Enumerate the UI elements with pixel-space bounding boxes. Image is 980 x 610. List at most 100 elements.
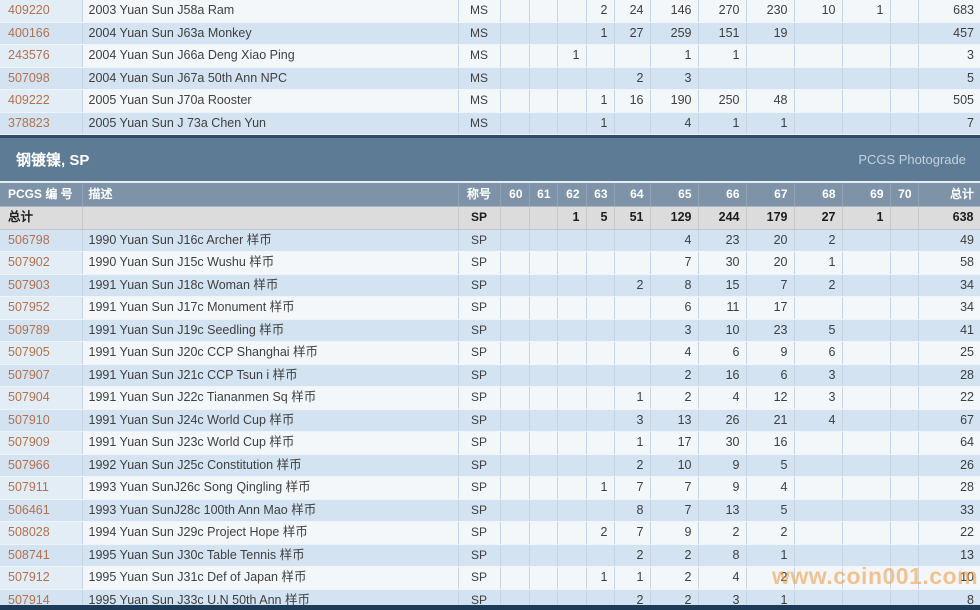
pcgs-number-link[interactable]: 508028 [8, 525, 50, 539]
designation: SP [458, 566, 501, 590]
total-count: 505 [918, 89, 980, 113]
pcgs-number-link[interactable]: 507904 [8, 390, 50, 404]
designation: MS [458, 44, 501, 68]
grade-count-64 [614, 229, 651, 252]
pcgs-number-link[interactable]: 507909 [8, 435, 50, 449]
grade-count-66: 250 [698, 89, 747, 113]
totals-label: 总计 [0, 206, 83, 230]
grade-count-62 [557, 566, 587, 590]
grade-count-61 [529, 251, 558, 275]
grade-count-68 [794, 499, 843, 522]
grade-count-61 [529, 229, 558, 252]
table-row: 509789 1991 Yuan Sun J19c Seedling 样币 SP 3 1… [0, 319, 980, 342]
grade-count-62 [557, 364, 587, 387]
photograde-link[interactable]: PCGS Photograde [858, 152, 966, 167]
section-title: 钢镀镍, SP [16, 152, 90, 169]
coin-description: 1991 Yuan Sun J24c World Cup 样币 [82, 409, 459, 432]
pcgs-number-link[interactable]: 509789 [8, 322, 50, 337]
grade-count-63: 2 [586, 0, 615, 23]
grade-count-60 [500, 296, 530, 320]
total-count: 457 [918, 22, 980, 45]
grade-count-63 [586, 341, 615, 365]
grade-count-66: 26 [698, 409, 747, 432]
grade-count-63: 1 [586, 112, 615, 135]
grade-count-60 [500, 386, 530, 410]
pcgs-number-cell: 507904 [0, 386, 83, 410]
grade-count-70 [890, 341, 919, 365]
grade-count-68: 2 [794, 274, 843, 297]
pcgs-number-link[interactable]: 243576 [8, 48, 50, 62]
grade-count-60 [500, 67, 530, 90]
pcgs-number-link[interactable]: 507912 [8, 570, 50, 584]
grade-count-68 [794, 296, 843, 320]
grade-count-69 [842, 499, 891, 522]
designation: MS [458, 22, 501, 45]
grade-count-64: 2 [614, 544, 651, 567]
pcgs-number-link[interactable]: 507952 [8, 300, 50, 314]
pcgs-number-link[interactable]: 507903 [8, 277, 50, 292]
pcgs-number-link[interactable]: 507966 [8, 457, 50, 472]
grade-count-68 [794, 431, 843, 455]
grade-count-62 [557, 341, 587, 365]
grade-count-66: 9 [698, 454, 747, 477]
grade-count-64: 2 [614, 274, 651, 297]
table-row: 507904 1991 Yuan Sun J22c Tiananmen Sq 样币… [0, 386, 980, 410]
grade-count-62 [557, 0, 587, 23]
coin-description: 1990 Yuan Sun J16c Archer 样币 [82, 229, 459, 252]
grade-count-69 [842, 521, 891, 545]
total-count: 58 [918, 251, 980, 275]
grade-count-69 [842, 319, 891, 342]
grade-count-69 [842, 251, 891, 275]
grade-count-66: 4 [698, 386, 747, 410]
pcgs-number-link[interactable]: 507902 [8, 255, 50, 269]
pcgs-number-link[interactable]: 409220 [8, 3, 50, 17]
grade-count-69: 1 [842, 0, 891, 23]
grade-count-66: 4 [698, 566, 747, 590]
grade-count-61 [529, 22, 558, 45]
designation: SP [458, 319, 501, 342]
grade-count-66: 1 [698, 112, 747, 135]
pcgs-number-link[interactable]: 507907 [8, 367, 50, 382]
grade-count-63 [586, 319, 615, 342]
pcgs-number-link[interactable]: 400166 [8, 25, 50, 40]
grade-count-69 [842, 296, 891, 320]
pcgs-number-link[interactable]: 507905 [8, 345, 50, 359]
grade-count-60 [500, 521, 530, 545]
coin-description: 2005 Yuan Sun J 73a Chen Yun [82, 112, 459, 135]
pcgs-number-cell: 507909 [0, 431, 83, 455]
grade-count-60 [500, 44, 530, 68]
grade-count-66: 30 [698, 431, 747, 455]
pcgs-number-cell: 409222 [0, 89, 83, 113]
pcgs-number-link[interactable]: 507911 [8, 480, 49, 494]
grade-count-62: 1 [557, 206, 587, 230]
pcgs-number-link[interactable]: 409222 [8, 93, 50, 107]
grade-count-65: 10 [650, 454, 699, 477]
pcgs-number-cell: 507903 [0, 274, 83, 297]
pcgs-number-link[interactable]: 507098 [8, 70, 50, 85]
pcgs-number-link[interactable]: 506798 [8, 232, 50, 247]
grade-count-65: 8 [650, 274, 699, 297]
grade-count-67: 1 [746, 544, 795, 567]
total-count: 3 [918, 44, 980, 68]
grade-count-62 [557, 454, 587, 477]
grade-count-60 [500, 229, 530, 252]
grade-count-68 [794, 67, 843, 90]
grade-count-68 [794, 544, 843, 567]
grade-count-64: 1 [614, 386, 651, 410]
pcgs-number-link[interactable]: 507914 [8, 592, 50, 607]
pcgs-number-cell: 507905 [0, 341, 83, 365]
grade-count-66: 6 [698, 341, 747, 365]
grade-count-66: 151 [698, 22, 747, 45]
grade-count-70 [890, 296, 919, 320]
pcgs-number-link[interactable]: 507910 [8, 412, 50, 427]
grade-count-65: 2 [650, 364, 699, 387]
pcgs-number-link[interactable]: 378823 [8, 115, 50, 130]
grade-count-65: 1 [650, 44, 699, 68]
pcgs-number-link[interactable]: 508741 [8, 547, 50, 562]
grade-count-60 [500, 0, 530, 23]
grade-count-65: 2 [650, 566, 699, 590]
grade-count-61 [529, 67, 558, 90]
pcgs-number-link[interactable]: 506461 [8, 502, 50, 517]
coin-description: 1993 Yuan SunJ28c 100th Ann Mao 样币 [82, 499, 459, 522]
grade-count-61 [529, 386, 558, 410]
